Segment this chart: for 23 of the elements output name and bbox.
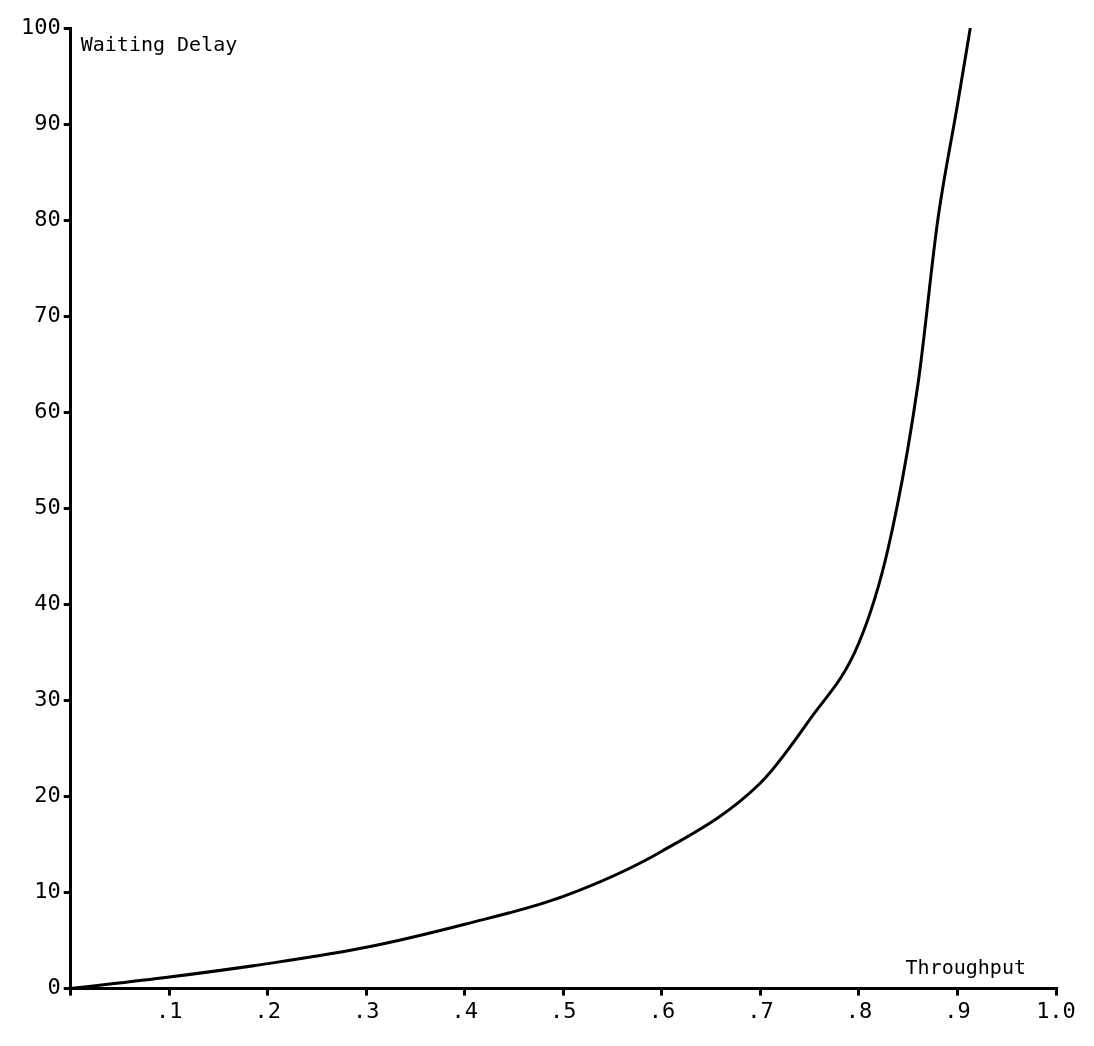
y-tick-label: 80	[34, 205, 61, 231]
x-tick-label: 1.0	[1036, 997, 1076, 1023]
x-tick-label: .8	[845, 997, 873, 1023]
y-tick-label: 20	[34, 782, 61, 808]
y-tick-label: 0	[47, 974, 61, 1000]
y-tick-label: 60	[34, 397, 61, 423]
x-tick-label: .1	[156, 997, 183, 1023]
x-tick-label: .4	[451, 997, 479, 1023]
x-tick-label: .7	[747, 997, 774, 1023]
y-tick-label: 10	[34, 878, 61, 904]
y-tick-label: 40	[34, 590, 61, 616]
y-tick-label: 30	[34, 686, 61, 712]
x-tick-label: .6	[648, 997, 676, 1023]
y-tick-label: 100	[20, 13, 61, 39]
x-tick-label: .2	[254, 997, 282, 1023]
y-tick-label: 50	[34, 494, 61, 520]
y-tick-label: 70	[34, 301, 61, 327]
y-tick-label: 90	[34, 109, 61, 135]
x-tick-label: .5	[550, 997, 577, 1023]
y-axis-title: Waiting Delay	[80, 32, 238, 57]
x-tick-label: .9	[944, 997, 971, 1023]
x-axis-title: Throughput	[905, 954, 1026, 979]
x-tick-label: .3	[353, 997, 380, 1023]
